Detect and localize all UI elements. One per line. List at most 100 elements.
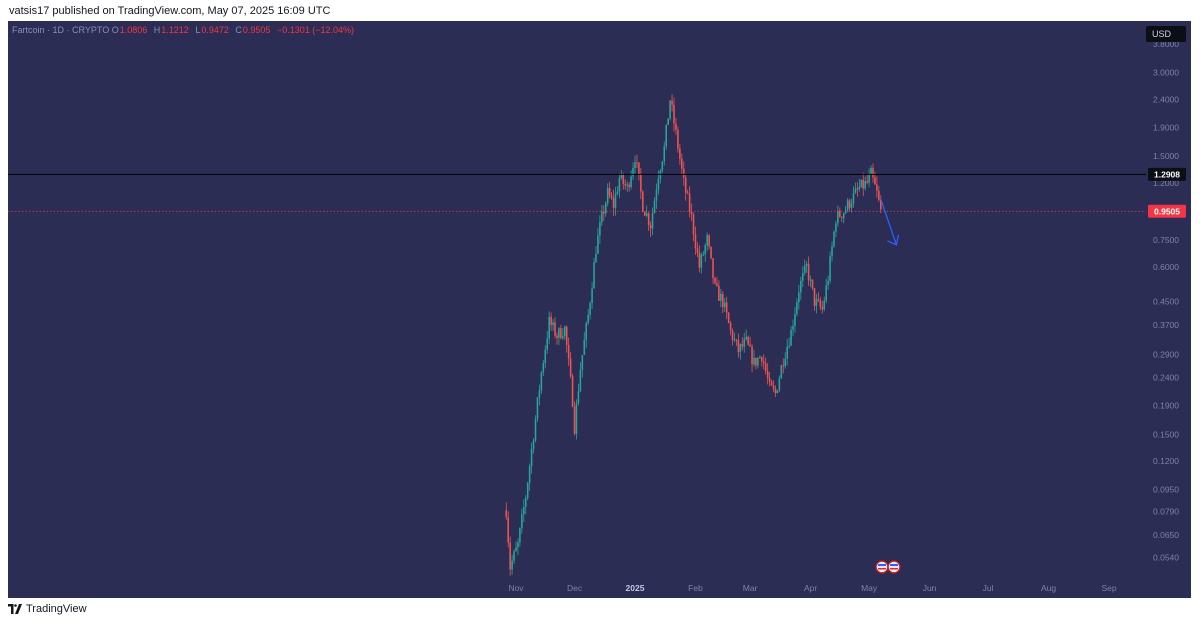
y-tick-label: 0.1500 [1153,429,1179,439]
candle-body [540,372,543,391]
legend-low-key: L [195,25,201,35]
candle-body [723,302,726,307]
candle-body [677,129,679,149]
publish-caption: vatsis17 published on TradingView.com, M… [9,5,331,17]
candle-body [601,211,603,223]
candle-body [840,216,843,218]
candle-body [563,326,566,337]
candle-body [577,391,580,404]
candle-body [505,510,508,518]
candle-body [647,213,650,226]
legend-high-key: H [153,25,161,35]
candle-body [770,381,773,386]
candle-body [874,177,876,185]
candle-body [532,440,535,449]
candle-body [642,191,644,212]
candle-body [673,104,675,124]
candle-body [542,363,545,373]
y-tick-label: 0.0650 [1153,530,1179,540]
candle-body [803,265,806,274]
candle-body [575,403,578,434]
candle-body [692,214,695,235]
candle-body [513,551,515,561]
candle-body [854,188,857,193]
candle-body [751,346,753,365]
y-tick-label: 3.8000 [1153,39,1179,49]
legend-open: 1.0806 [119,25,148,35]
candle-body [550,316,552,326]
candle-body [618,178,621,192]
candle-body [876,184,878,191]
candle-body [573,406,576,434]
resistance-price-label: 1.2908 [1154,169,1180,179]
candle-body [772,385,775,389]
candle-body [768,378,771,382]
candle-body [729,322,732,331]
candle-body [868,174,870,183]
candle-body [521,514,523,529]
x-tick-label: 2025 [626,583,645,593]
resistance-price-tag [1148,167,1186,181]
candle-body [589,302,591,315]
y-tick-label: 0.1900 [1153,401,1179,411]
candle-body [604,203,607,214]
candle-body [591,288,593,303]
candle-body [829,256,831,281]
candle-body [587,314,589,324]
candle-body [860,179,863,188]
candle-body [735,339,738,341]
chart-pane[interactable]: 3.8000 3.0000 2.4000 1.9000 1.5000 1.2000 0.95… [8,21,1191,598]
footer-brand-label: TradingView [26,603,87,615]
candle-body [694,234,697,249]
price-chart[interactable]: 3.8000 3.0000 2.4000 1.9000 1.5000 1.2000 0.95… [8,21,1191,598]
candle-body [655,190,658,201]
candle-body [684,177,687,193]
candle-body [544,349,547,364]
us-event-flag-icon [875,560,889,574]
legend-open-key: O [111,25,119,35]
candle-body [534,418,537,441]
y-tick-label: 1.2000 [1153,178,1179,188]
candle-body [737,340,740,352]
candle-body [624,184,627,186]
y-tick-label: 0.0790 [1153,507,1179,517]
candle-body [805,263,808,266]
candle-body [817,299,820,301]
y-tick-label: 0.1200 [1153,456,1179,466]
candle-body [515,547,517,552]
candle-body [628,184,630,188]
ohlc-legend: Fartcoin · 1D · CRYPTO O1.0806 H1.1212 L… [12,25,358,35]
candle-body [725,302,728,313]
last-price-label: 0.9505 [1154,206,1180,216]
tradingview-logo-icon [8,604,22,614]
candle-body [792,325,794,330]
candle-body [634,162,636,169]
y-tick-label: 1.9000 [1153,123,1179,133]
candle-body [811,279,814,289]
x-tick-label: Jun [923,583,937,593]
us-event-flag-stripe-icon [890,564,898,566]
candle-body [595,253,597,263]
candle-body [643,211,646,216]
candle-body [524,497,527,508]
x-tick-label: Dec [567,583,583,593]
candle-body [558,328,560,338]
candle-body [665,124,668,147]
candle-body [807,263,810,281]
candle-body [762,361,765,364]
candle-body [597,235,599,254]
footer-brand[interactable]: TradingView [8,603,87,615]
candle-body [681,158,683,169]
candle-body [661,161,664,171]
candle-body [645,213,648,216]
y-tick-label: 3.0000 [1153,67,1179,77]
currency-selector[interactable]: USD [1146,26,1186,42]
legend-symbol: Fartcoin · 1D · CRYPTO [12,25,110,35]
candle-body [554,322,556,336]
last-price-tag [1148,204,1186,218]
candle-body [835,223,837,232]
candle-body [823,300,826,310]
candle-body [704,245,707,255]
candle-body [530,448,533,467]
candle-body [710,246,712,259]
